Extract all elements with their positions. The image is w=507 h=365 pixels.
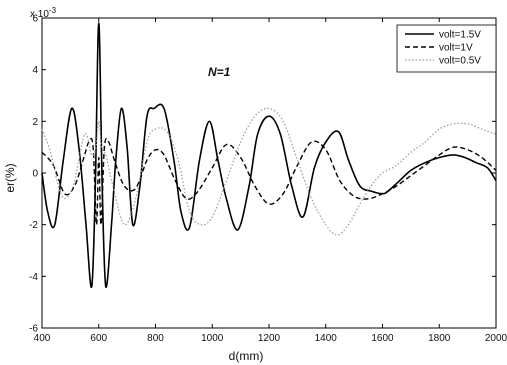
x-axis-label: d(mm) (229, 349, 264, 363)
series-line (41, 137, 497, 226)
legend-box (396, 24, 497, 73)
y-axis-multiplier: x 10-3 (30, 6, 57, 20)
y-multiplier-base: x 10 (30, 9, 49, 20)
legend-label: volt=0.5V (439, 56, 481, 67)
x-tick-label: 600 (90, 333, 107, 344)
series-lines (41, 22, 497, 288)
x-tick-label: 1400 (315, 333, 338, 344)
x-tick-label: 2000 (485, 333, 507, 344)
y-tick-label: 2 (32, 117, 38, 128)
series-line (41, 107, 497, 236)
y-tick-label: -2 (29, 220, 38, 231)
y-axis-label: er(%) (3, 163, 17, 192)
legend: volt=1.5V volt=1V volt=0.5V (396, 24, 497, 73)
x-tick-label: 1600 (371, 333, 394, 344)
y-tick-label: -6 (29, 324, 38, 335)
y-tick-label: 0 (32, 169, 38, 180)
x-tick-label: 400 (34, 333, 51, 344)
x-tick-label: 800 (147, 333, 164, 344)
legend-label: volt=1.5V (439, 30, 481, 41)
x-axis-ticks: 400 600 800 1000 1200 1400 1600 1800 2000 (34, 18, 507, 344)
chart-annotation: N=1 (208, 65, 231, 79)
legend-label: volt=1V (439, 43, 473, 54)
y-tick-label: 6 (32, 14, 38, 25)
x-tick-label: 1800 (428, 333, 451, 344)
x-tick-label: 1200 (258, 333, 281, 344)
y-tick-label: 4 (32, 65, 38, 76)
y-tick-label: -4 (29, 272, 38, 283)
y-multiplier-exponent: -3 (49, 6, 57, 15)
x-tick-label: 1000 (201, 333, 224, 344)
